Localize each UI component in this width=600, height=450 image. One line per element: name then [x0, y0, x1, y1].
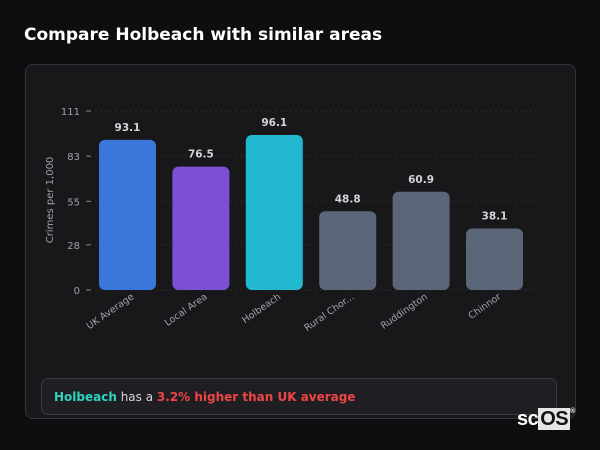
y-tick-label: 28	[67, 241, 80, 252]
page-title: Compare Holbeach with similar areas	[24, 25, 383, 45]
summary-box: Holbeach has a 3.2% higher than UK avera…	[41, 378, 557, 415]
bar-value-label: 60.9	[408, 174, 434, 186]
y-tick-label: 111	[61, 107, 80, 118]
y-tick-label: 0	[74, 286, 80, 297]
summary-middle: has a	[116, 390, 157, 404]
bar-holbeach	[245, 135, 303, 290]
y-tick-label: 83	[67, 152, 80, 163]
bar-chinnor	[466, 228, 523, 290]
x-tick-label: Chinnor	[467, 291, 504, 321]
scos-logo: sc OS ®	[517, 408, 575, 430]
bar-value-label: 38.1	[482, 211, 508, 223]
bar-value-label: 93.1	[115, 122, 141, 134]
bar-rural-chor-	[319, 211, 377, 290]
x-tick-label: Ruddington	[379, 291, 430, 331]
y-axis-label: Crimes per 1,000	[45, 157, 56, 244]
x-tick-label: UK Average	[85, 291, 137, 332]
summary-area: Holbeach	[54, 390, 117, 404]
bar-ruddington	[392, 191, 450, 290]
bar-uk-average	[99, 139, 156, 290]
summary-comparison: 3.2% higher than UK average	[156, 390, 356, 404]
x-tick-label: Rural Chor...	[302, 291, 356, 333]
bar-local-area	[172, 166, 230, 290]
x-tick-label: Local Area	[163, 291, 210, 328]
bar-value-label: 76.5	[188, 149, 214, 161]
y-tick-label: 55	[67, 197, 80, 208]
bar-value-label: 48.8	[335, 193, 361, 205]
x-tick-label: Holbeach	[240, 291, 283, 326]
bar-value-label: 96.1	[261, 117, 287, 129]
